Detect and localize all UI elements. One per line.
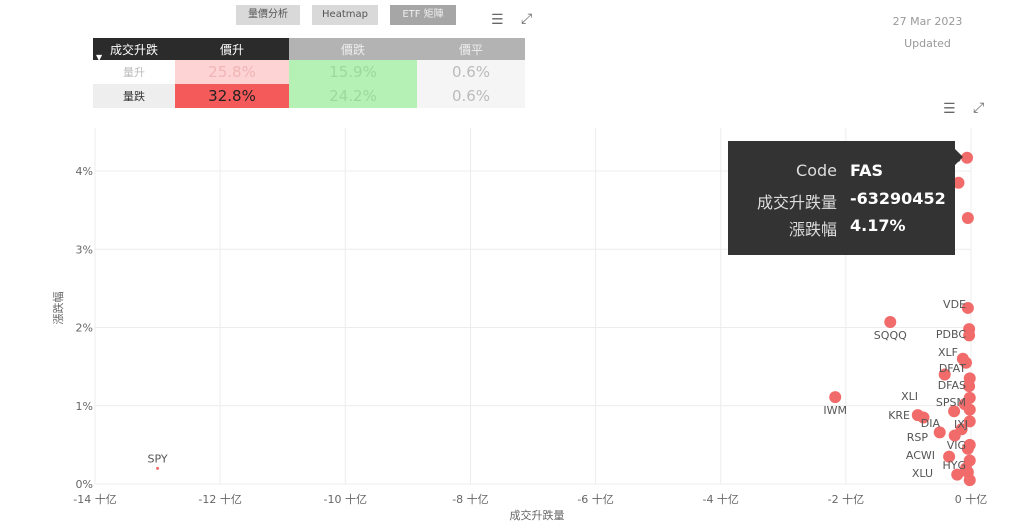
- tooltip-key: Code: [796, 161, 837, 180]
- point-label: SQQQ: [874, 329, 907, 342]
- data-point: [963, 415, 976, 428]
- point-label: SPSM: [936, 396, 966, 409]
- point-label: DFAT: [939, 362, 966, 375]
- point-label: HYG: [942, 459, 966, 472]
- point-label: DFAS: [938, 379, 966, 392]
- tooltip-key: 成交升跌量: [756, 193, 837, 212]
- data-point: [963, 329, 976, 342]
- point-label: PDBC: [936, 328, 966, 341]
- x-tick-label: -2 十亿: [828, 492, 864, 506]
- data-point: [963, 323, 976, 336]
- tab-volume-price[interactable]: 量價分析: [236, 5, 300, 25]
- y-tick-label: 2%: [76, 322, 93, 335]
- col-header: 價跌: [289, 38, 417, 60]
- y-tick-label: 3%: [76, 243, 93, 256]
- data-point: [961, 442, 974, 455]
- updated-label: Updated: [904, 37, 951, 50]
- data-point: [963, 391, 976, 404]
- x-tick-label: 0 十亿: [955, 492, 988, 506]
- cell[interactable]: 15.9%: [289, 60, 417, 84]
- x-tick-label: -8 十亿: [452, 492, 488, 506]
- data-point: [829, 391, 842, 404]
- cell[interactable]: 0.6%: [417, 84, 525, 108]
- point-label: XLI: [901, 390, 918, 403]
- y-tick-label: 0%: [76, 478, 93, 491]
- date-label: 27 Mar 2023: [892, 15, 963, 28]
- point-label: DIA: [921, 417, 941, 430]
- data-point: [156, 466, 160, 470]
- cell[interactable]: 0.6%: [417, 60, 525, 84]
- x-tick-label: -4 十亿: [702, 492, 738, 506]
- filter-icon[interactable]: ☰: [943, 101, 956, 117]
- data-point: [963, 454, 976, 467]
- data-point: [938, 368, 951, 381]
- data-point: [961, 466, 974, 479]
- data-point: [961, 301, 974, 314]
- data-point: [961, 211, 974, 224]
- x-tick-label: -10 十亿: [324, 492, 367, 506]
- x-tick-label: -6 十亿: [577, 492, 613, 506]
- data-point: [963, 403, 976, 416]
- cell[interactable]: 32.8%: [175, 84, 289, 108]
- tooltip-value: 4.17%: [850, 216, 906, 235]
- row-label: 量升: [123, 66, 145, 79]
- point-label: VIG: [947, 439, 966, 452]
- data-point: [951, 468, 964, 481]
- table-row: 量升 25.8% 15.9% 0.6%: [93, 60, 525, 84]
- matrix-table: 成交升跌 ▼ 價升 價跌 價平 量升 25.8% 15.9% 0.6% 量跌 32…: [93, 38, 525, 108]
- data-point: [948, 405, 961, 418]
- data-point: [963, 474, 976, 487]
- tooltip-key: 漲跌幅: [788, 220, 837, 239]
- expand-icon[interactable]: ⤢: [521, 11, 533, 27]
- data-point: [959, 462, 972, 475]
- matrix-corner[interactable]: 成交升跌 ▼: [93, 38, 175, 62]
- point-label: ACWI: [906, 449, 935, 462]
- point-label: IXJ: [954, 418, 968, 431]
- col-header: 價升: [175, 38, 289, 60]
- tooltip-arrow: [955, 149, 963, 165]
- data-point: [959, 356, 972, 369]
- table-row: 量跌 32.8% 24.2% 0.6%: [93, 84, 525, 108]
- point-label: XLF: [938, 346, 958, 359]
- cell[interactable]: 25.8%: [175, 60, 289, 84]
- data-point: [943, 450, 956, 463]
- point-label: XLU: [912, 467, 933, 480]
- tooltip-value: -63290452: [850, 189, 946, 208]
- data-point: [958, 398, 971, 411]
- x-tick-label: -14 十亿: [73, 492, 116, 506]
- data-point: [963, 380, 976, 393]
- data-point: [963, 438, 976, 451]
- data-point: [884, 316, 897, 329]
- point-label: SPY: [148, 452, 168, 465]
- y-axis-title: 漲跌幅: [51, 292, 65, 325]
- data-point: [955, 423, 968, 436]
- data-point: [933, 426, 946, 439]
- data-point: [911, 409, 924, 422]
- point-label: RSP: [907, 431, 929, 444]
- tooltip: Code FAS 成交升跌量 -63290452 漲跌幅 4.17%: [728, 141, 963, 255]
- y-tick-label: 1%: [76, 400, 93, 413]
- data-point: [956, 352, 969, 365]
- tab-etf-matrix[interactable]: ETF 矩陣: [390, 5, 456, 25]
- x-tick-label: -12 十亿: [198, 492, 241, 506]
- expand-icon[interactable]: ⤢: [973, 100, 985, 116]
- data-point: [917, 411, 930, 424]
- filter-icon[interactable]: ☰: [491, 12, 504, 28]
- y-tick-label: 4%: [76, 165, 93, 178]
- point-label: VDE: [943, 298, 966, 311]
- sort-down-icon: ▼: [96, 53, 103, 62]
- cell[interactable]: 24.2%: [289, 84, 417, 108]
- data-point: [948, 429, 961, 442]
- tab-heatmap[interactable]: Heatmap: [312, 5, 378, 25]
- point-label: KRE: [888, 409, 910, 422]
- x-axis-title: 成交升跌量: [510, 508, 565, 522]
- tooltip-value: FAS: [850, 161, 883, 180]
- data-point: [963, 372, 976, 385]
- row-label: 量跌: [93, 84, 175, 108]
- point-label: IWM: [823, 404, 847, 417]
- col-header: 價平: [417, 38, 525, 60]
